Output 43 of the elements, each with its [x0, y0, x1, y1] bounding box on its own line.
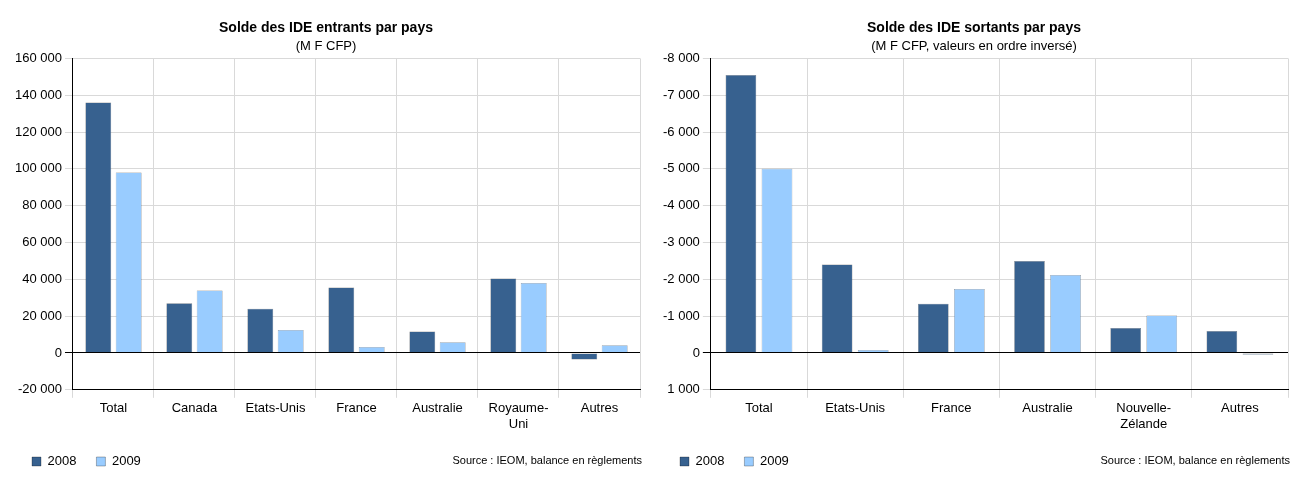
x-tick-label: Autres	[580, 400, 619, 416]
y-tick-label: -5 000	[662, 160, 700, 176]
y-tick-label: 1 000	[667, 381, 700, 397]
y-tick-label: 140 000	[14, 86, 62, 102]
y-tick-label: 0	[54, 344, 62, 360]
x-tick-label: Total	[745, 400, 773, 416]
y-tick-label: -8 000	[662, 49, 700, 65]
x-tick-label: Etats-Unis	[245, 400, 306, 416]
y-tick-label: -4 000	[662, 197, 700, 213]
chart-subtitle: (M F CFP)	[295, 38, 357, 54]
y-tick-label: -3 000	[662, 234, 700, 250]
y-tick-label: 120 000	[14, 123, 62, 139]
source-note: Source : IEOM, balance en règlements	[1100, 453, 1291, 466]
x-tick-label: Australie	[412, 400, 463, 416]
y-tick-label: -20 000	[17, 381, 62, 397]
y-tick-label: 20 000	[22, 307, 62, 323]
x-tick-label: Total	[99, 400, 128, 416]
legend-label: 2009	[111, 453, 141, 469]
y-tick-label: -6 000	[662, 123, 700, 139]
x-tick-label: Royaume-Uni	[488, 400, 549, 431]
source-note: Source : IEOM, balance en règlements	[452, 453, 643, 466]
x-tick-label: France	[931, 400, 972, 416]
x-tick-label: France	[336, 400, 377, 416]
x-tick-label: Canada	[171, 400, 219, 416]
legend-label: 2008	[47, 453, 77, 469]
y-tick-label: 160 000	[14, 49, 62, 65]
y-tick-label: 80 000	[22, 197, 62, 213]
y-tick-label: 60 000	[22, 234, 62, 250]
x-tick-label: Nouvelle-Zélande	[1116, 400, 1172, 431]
y-tick-label: -2 000	[662, 270, 700, 286]
x-tick-label: Autres	[1221, 400, 1260, 416]
legend-label: 2009	[759, 453, 789, 469]
chart-title: Solde des IDE entrants par pays	[219, 19, 434, 36]
y-tick-label: 100 000	[14, 160, 62, 176]
y-tick-label: 0	[692, 344, 700, 360]
y-tick-label: 40 000	[22, 270, 62, 286]
y-tick-label: -1 000	[662, 307, 700, 323]
x-tick-label: Australie	[1022, 400, 1073, 416]
legend-label: 2008	[695, 453, 725, 469]
x-tick-label: Etats-Unis	[825, 400, 886, 416]
y-tick-label: -7 000	[662, 86, 700, 102]
chart-title: Solde des IDE sortants par pays	[867, 19, 1082, 36]
chart-subtitle: (M F CFP, valeurs en ordre inversé)	[871, 38, 1077, 54]
